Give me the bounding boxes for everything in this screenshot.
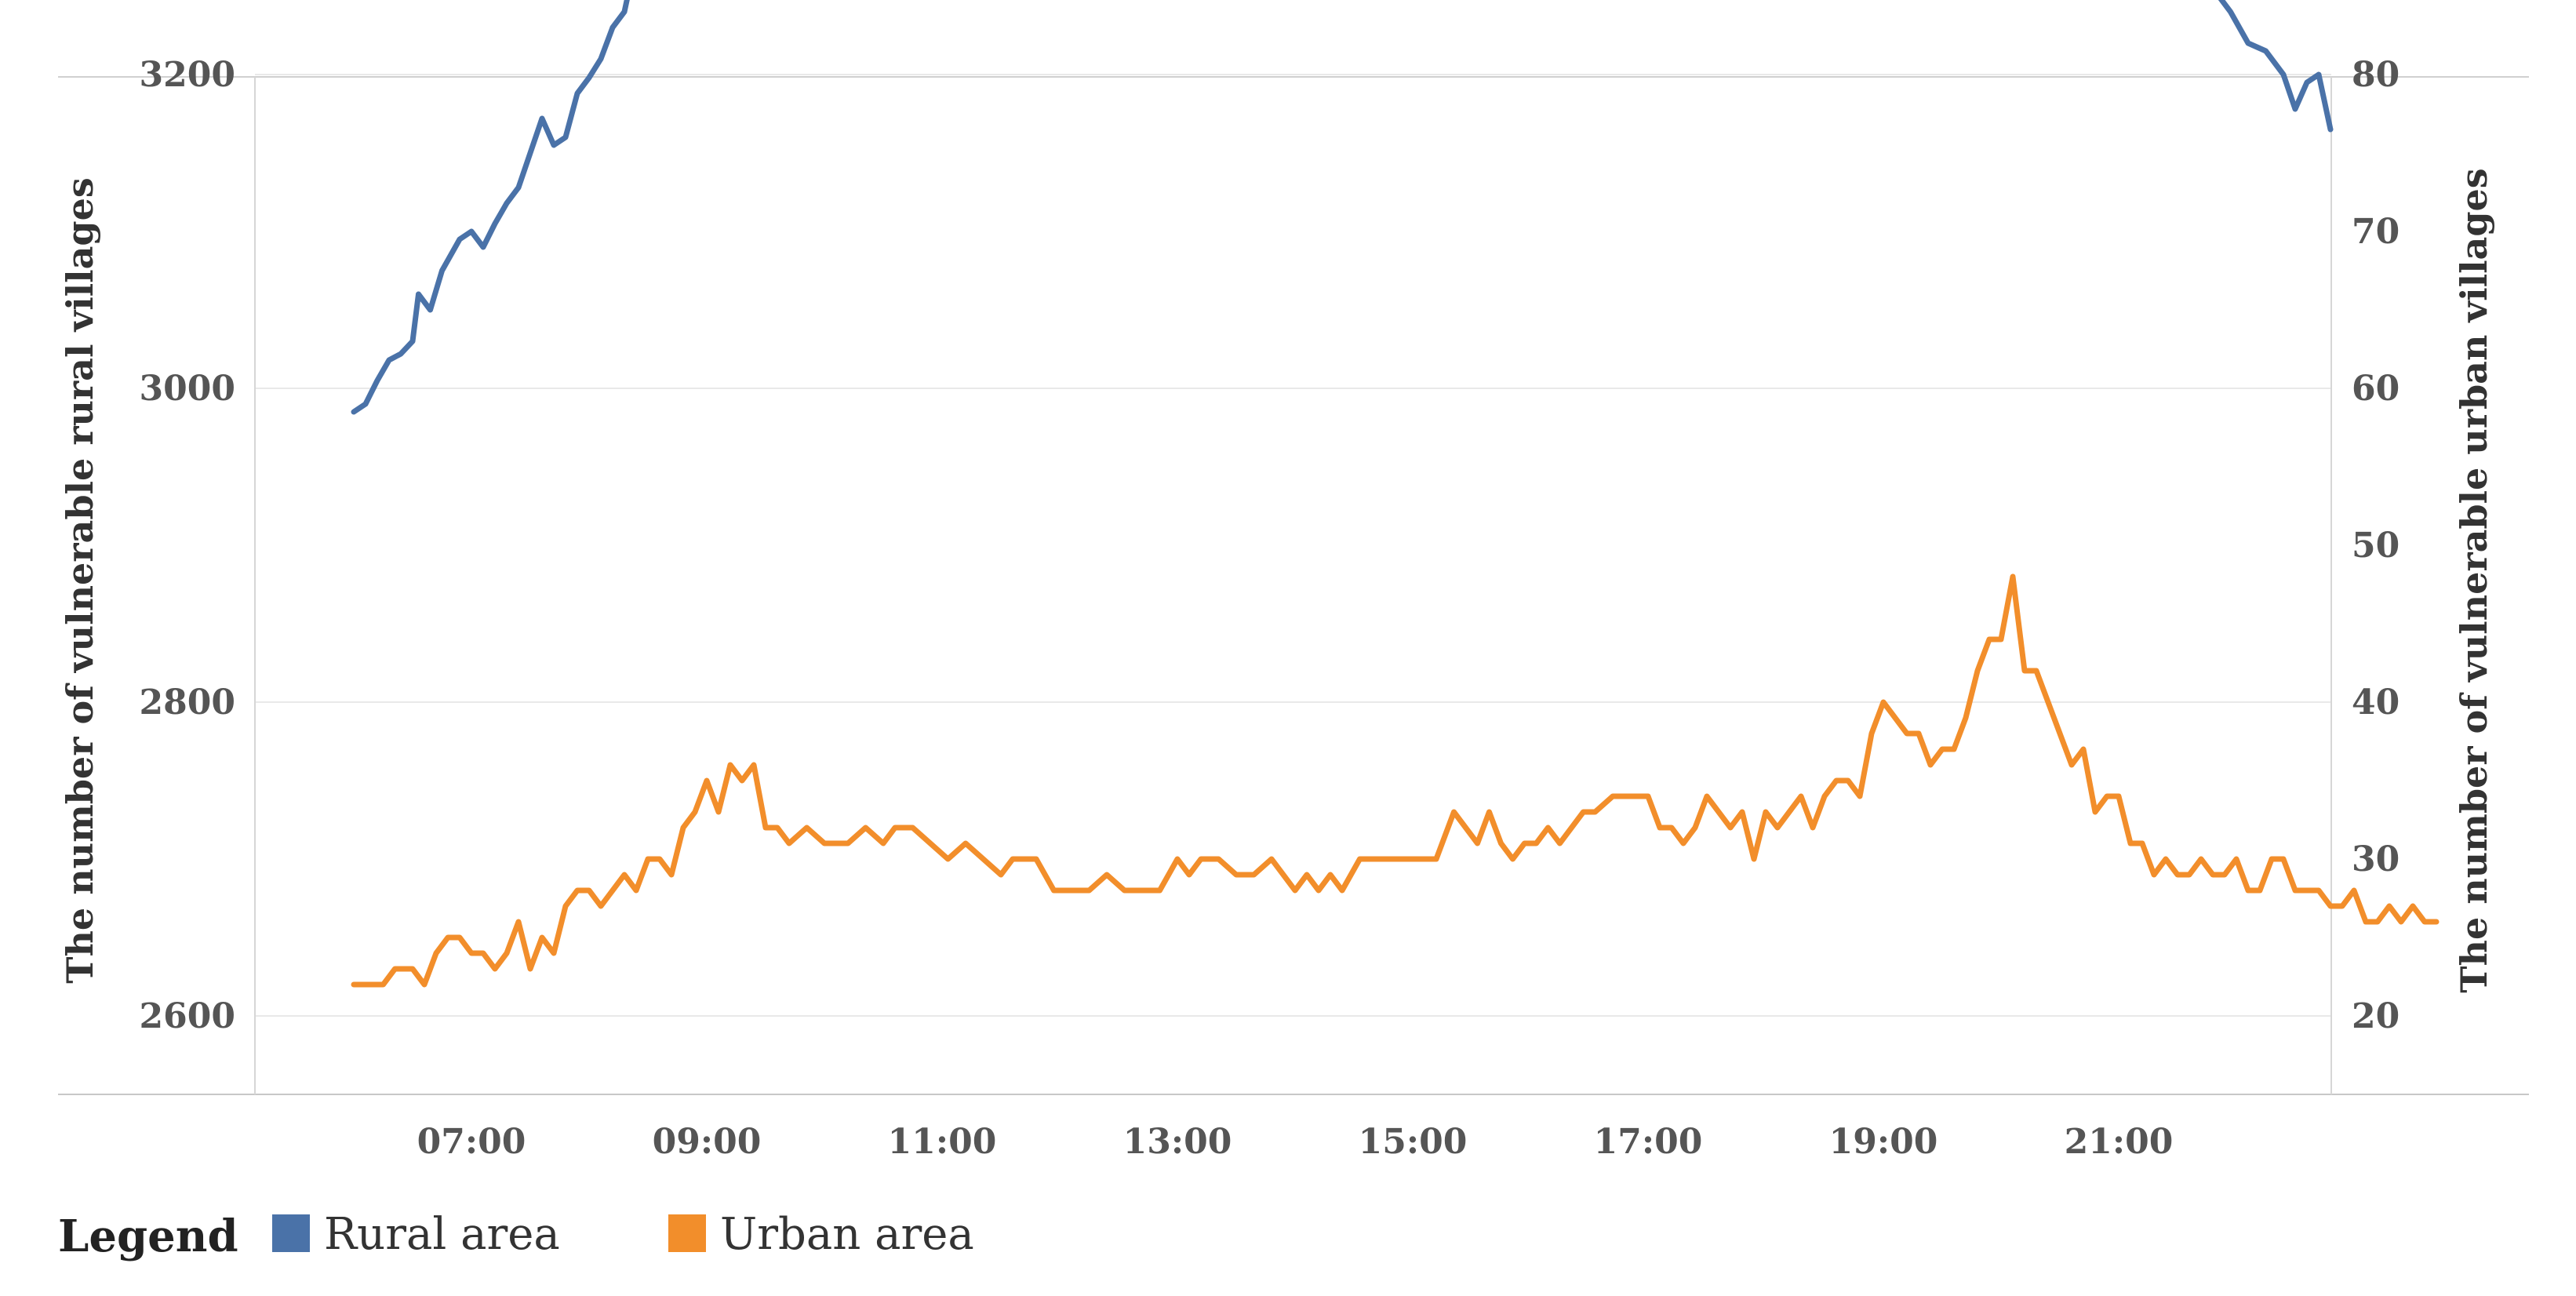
- x-axis-ticks: 07:00 09:00 11:00 13:00 15:00 17:00 19:00 21:00: [417, 1122, 2174, 1162]
- legend-swatch: [668, 1214, 706, 1252]
- right-tick-label: 60: [2352, 369, 2400, 409]
- right-tick-label: 20: [2352, 996, 2400, 1036]
- x-tick-label: 17:00: [1594, 1122, 1703, 1162]
- gridlines: [255, 74, 2331, 1017]
- legend-label: Urban area: [720, 1209, 974, 1260]
- left-axis-ticks: 2600280030003200340036003800: [140, 55, 235, 1036]
- right-tick-label: 80: [2352, 55, 2400, 95]
- series-layer: [351, 0, 2440, 988]
- left-tick-label: 3200: [140, 55, 235, 95]
- legend-label: Rural area: [324, 1209, 560, 1260]
- legend: Legend Rural area Urban area: [58, 1209, 974, 1262]
- left-axis-title: The number of vulnerable rural villages: [59, 177, 101, 984]
- right-tick-label: 40: [2352, 683, 2400, 723]
- x-tick-label: 13:00: [1123, 1122, 1232, 1162]
- x-tick-label: 21:00: [2065, 1122, 2174, 1162]
- left-tick-label: 3000: [140, 369, 235, 409]
- x-tick-label: 19:00: [1829, 1122, 1938, 1162]
- plot-frame: [58, 76, 2529, 1095]
- right-tick-label: 50: [2352, 526, 2400, 566]
- legend-items: Rural area Urban area: [272, 1209, 974, 1260]
- series-line-rural-area: [351, 0, 2334, 415]
- right-tick-label: 70: [2352, 212, 2400, 252]
- x-tick-label: 11:00: [888, 1122, 997, 1162]
- x-tick-label: 09:00: [653, 1122, 762, 1162]
- left-tick-label: 2600: [140, 996, 235, 1036]
- left-tick-label: 2800: [140, 683, 235, 723]
- series-line-urban-area: [351, 573, 2440, 988]
- right-axis-title: The number of vulnerable urban villages: [2453, 168, 2495, 992]
- right-axis-ticks: 20 30 40 50 60 70 80: [2352, 55, 2400, 1036]
- legend-title: Legend: [58, 1210, 238, 1262]
- right-tick-label: 30: [2352, 839, 2400, 879]
- legend-swatch: [272, 1214, 310, 1252]
- x-tick-label: 15:00: [1359, 1122, 1468, 1162]
- x-tick-label: 07:00: [417, 1122, 526, 1162]
